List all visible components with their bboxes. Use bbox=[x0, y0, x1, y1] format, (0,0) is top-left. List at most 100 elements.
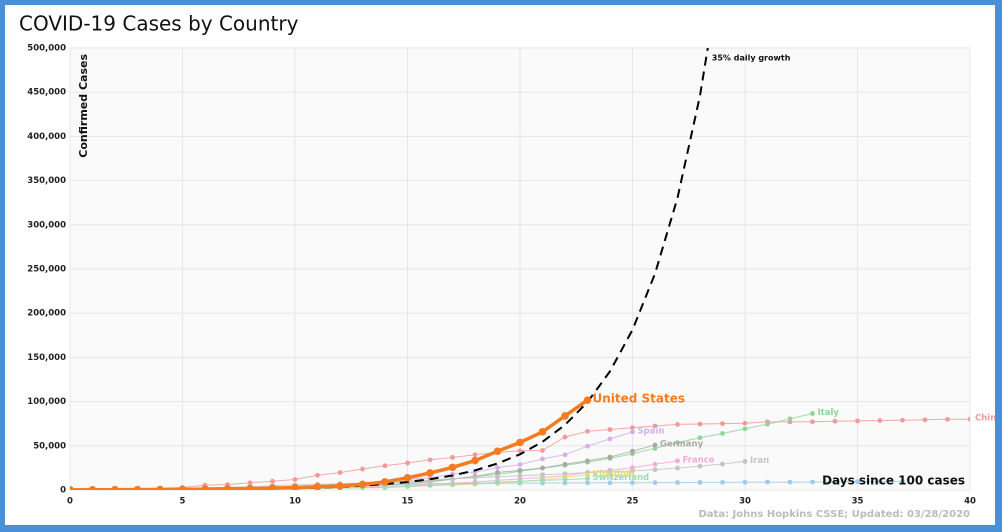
data-point bbox=[246, 484, 254, 490]
data-point bbox=[855, 479, 860, 485]
y-tick-label: 100,000 bbox=[27, 397, 66, 407]
series-label: France bbox=[683, 455, 715, 465]
data-point bbox=[471, 456, 479, 465]
data-point bbox=[675, 421, 680, 427]
source-note: Data: Johns Hopkins CSSE; Updated: 03/28… bbox=[699, 509, 971, 520]
series-label: Italy bbox=[818, 408, 840, 418]
data-point bbox=[201, 485, 209, 490]
data-point bbox=[495, 474, 500, 480]
data-point bbox=[697, 435, 703, 441]
y-tick-label: 300,000 bbox=[27, 220, 66, 230]
series-label: Spain bbox=[638, 426, 665, 436]
data-point bbox=[855, 418, 860, 424]
data-point bbox=[900, 417, 905, 423]
y-tick-label: 400,000 bbox=[27, 132, 66, 142]
series-label: Kingdom bbox=[593, 469, 636, 479]
data-point bbox=[810, 411, 815, 416]
data-point bbox=[450, 476, 455, 482]
data-point bbox=[561, 412, 569, 420]
data-point bbox=[562, 461, 568, 467]
data-point bbox=[585, 480, 590, 486]
data-point bbox=[405, 483, 410, 489]
data-point bbox=[450, 481, 455, 487]
data-point bbox=[133, 485, 142, 490]
chart: COVID-19 Cases by Country 0 50,000 100,000… bbox=[19, 12, 995, 521]
data-point bbox=[652, 442, 658, 448]
data-point bbox=[315, 472, 320, 478]
data-point bbox=[268, 484, 277, 490]
data-point bbox=[540, 456, 545, 462]
data-point bbox=[517, 478, 523, 484]
data-point bbox=[652, 423, 658, 429]
data-point bbox=[337, 470, 343, 475]
data-point bbox=[630, 448, 635, 454]
data-point bbox=[517, 462, 523, 467]
data-point bbox=[585, 428, 590, 434]
data-point bbox=[765, 479, 770, 485]
data-point bbox=[178, 485, 187, 490]
data-point bbox=[540, 448, 545, 453]
data-point bbox=[223, 485, 232, 490]
data-point bbox=[742, 479, 748, 485]
data-point bbox=[313, 483, 322, 490]
data-point bbox=[877, 479, 883, 485]
series-label: China bbox=[975, 414, 995, 424]
data-point bbox=[450, 455, 455, 460]
data-point bbox=[585, 458, 590, 464]
data-point bbox=[585, 472, 590, 478]
data-point bbox=[156, 485, 164, 490]
x-tick-label: 25 bbox=[627, 497, 639, 507]
x-tick-label: 40 bbox=[964, 497, 976, 507]
data-point bbox=[675, 440, 680, 446]
data-point bbox=[516, 438, 524, 447]
data-point bbox=[70, 486, 74, 490]
data-point bbox=[472, 452, 478, 458]
data-point bbox=[720, 479, 725, 485]
data-point bbox=[382, 484, 388, 490]
data-point bbox=[427, 482, 433, 488]
data-point bbox=[111, 485, 119, 490]
data-point bbox=[382, 463, 388, 469]
data-point bbox=[292, 477, 298, 482]
chart-title: COVID-19 Cases by Country bbox=[19, 12, 299, 36]
y-tick-label: 250,000 bbox=[27, 265, 66, 275]
data-point bbox=[900, 479, 905, 485]
y-tick-label: 0 bbox=[60, 486, 66, 496]
x-tick-label: 15 bbox=[402, 497, 414, 507]
data-point bbox=[630, 425, 635, 431]
data-point bbox=[495, 470, 500, 475]
data-point bbox=[427, 457, 433, 463]
data-point bbox=[403, 474, 412, 482]
data-point bbox=[540, 472, 545, 478]
data-point bbox=[562, 452, 568, 458]
x-tick-label: 10 bbox=[289, 497, 301, 507]
data-point bbox=[517, 473, 523, 479]
data-point bbox=[381, 478, 389, 486]
data-point bbox=[607, 469, 613, 475]
data-point bbox=[787, 479, 793, 485]
series-label: Switzerland bbox=[593, 473, 650, 483]
x-tick-label: 0 bbox=[67, 497, 73, 507]
data-point bbox=[472, 480, 478, 486]
y-tick-label: 50,000 bbox=[33, 441, 66, 451]
series-label: United States bbox=[593, 392, 686, 406]
data-point bbox=[562, 434, 568, 440]
data-point bbox=[675, 480, 680, 485]
data-point bbox=[448, 463, 457, 472]
data-point bbox=[967, 416, 970, 422]
data-point bbox=[88, 486, 97, 490]
x-tick-label: 30 bbox=[739, 497, 751, 507]
data-point bbox=[540, 465, 545, 471]
x-tick-label: 5 bbox=[180, 497, 186, 507]
data-point bbox=[291, 483, 299, 490]
x-axis-title: Days since 100 cases bbox=[822, 474, 965, 488]
data-point bbox=[247, 480, 253, 486]
data-point bbox=[652, 480, 658, 486]
data-point bbox=[585, 476, 590, 481]
data-point bbox=[270, 478, 275, 484]
data-point bbox=[358, 480, 367, 489]
data-point bbox=[652, 467, 658, 473]
data-point bbox=[562, 477, 568, 482]
data-point bbox=[765, 421, 770, 427]
